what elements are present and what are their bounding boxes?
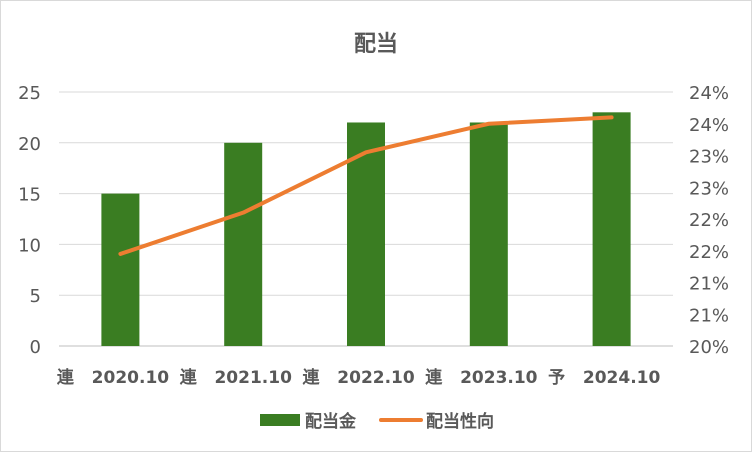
- legend-label: 配当性向: [426, 411, 494, 432]
- right-tick-label: 22%: [689, 210, 729, 231]
- category-prefix: 予: [548, 368, 565, 388]
- right-tick-label: 22%: [689, 242, 729, 263]
- payout-ratio-line: [118, 115, 614, 256]
- left-tick-label: 25: [18, 83, 41, 104]
- category-label: 2021.10: [214, 368, 292, 388]
- category-prefix: 連: [425, 367, 443, 388]
- category-label: 2023.10: [460, 368, 538, 388]
- category-prefix: 連: [57, 367, 75, 388]
- right-tick-label: 23%: [689, 178, 729, 199]
- left-tick-label: 20: [18, 134, 41, 155]
- legend-bar-swatch: [260, 414, 300, 426]
- bar: [469, 122, 508, 346]
- left-tick-label: 0: [30, 337, 41, 358]
- left-tick-label: 15: [18, 185, 41, 206]
- bar: [347, 122, 385, 346]
- bar: [592, 112, 631, 346]
- category-label: 2024.10: [583, 368, 661, 388]
- category-prefix: 連: [180, 367, 198, 388]
- right-tick-label: 21%: [689, 305, 729, 326]
- category-label: 2022.10: [337, 368, 415, 388]
- chart-title: 配当: [354, 32, 398, 57]
- right-tick-label: 20%: [689, 337, 729, 358]
- category-prefix: 連: [303, 367, 321, 388]
- left-tick-label: 10: [18, 235, 41, 256]
- bar: [224, 142, 263, 346]
- right-tick-label: 24%: [689, 83, 729, 104]
- right-tick-label: 24%: [689, 115, 729, 136]
- category-label: 2020.10: [92, 368, 170, 388]
- legend-label: 配当金: [305, 411, 357, 432]
- left-tick-label: 5: [30, 286, 41, 307]
- bar: [101, 193, 140, 346]
- right-tick-label: 23%: [689, 147, 729, 168]
- right-tick-label: 21%: [689, 274, 729, 295]
